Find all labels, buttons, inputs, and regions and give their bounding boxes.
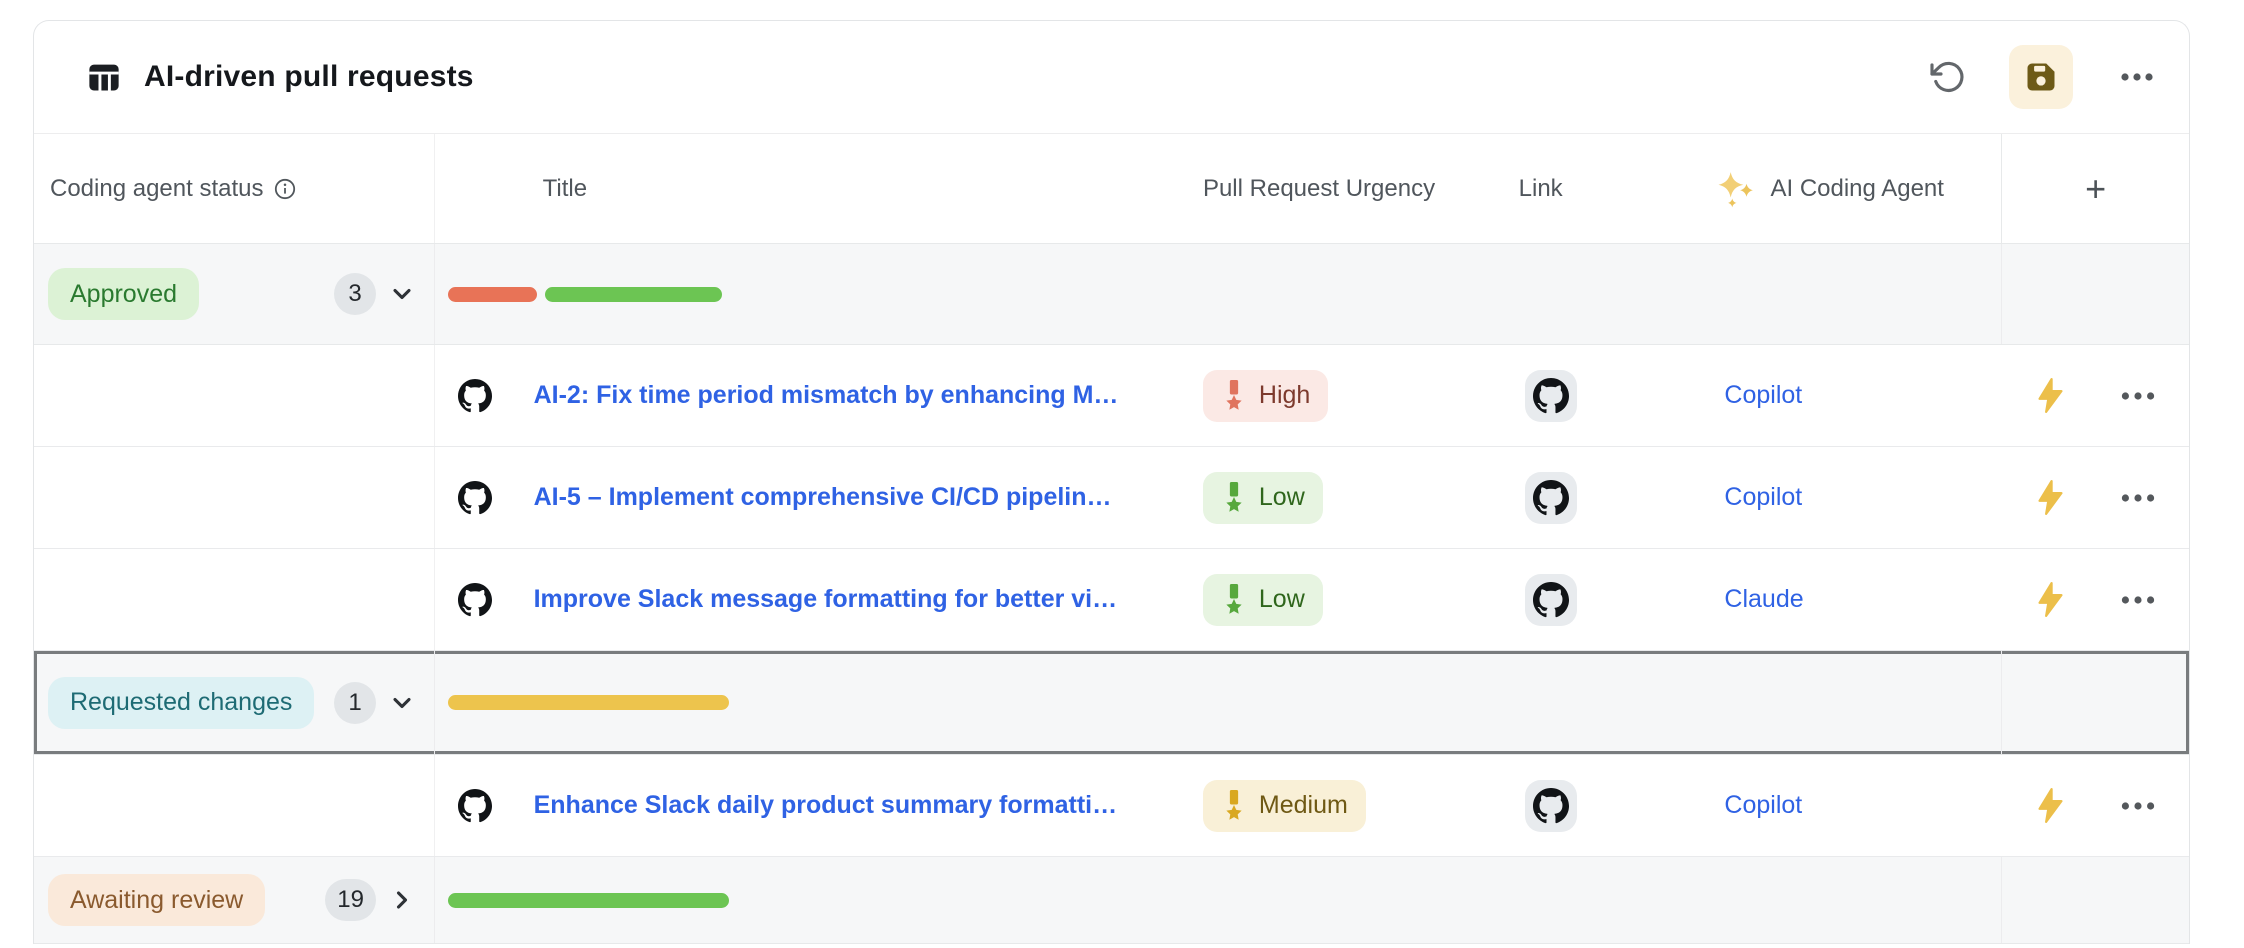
table-widget-card: AI-driven pull requests [33,20,2190,944]
medal-icon [1226,482,1242,512]
run-automation-button[interactable] [2037,480,2064,515]
urgency-label: Low [1258,585,1305,613]
save-button[interactable] [2009,45,2073,109]
table-row: AI-2: Fix time period mismatch by enhanc… [34,345,2189,447]
lightning-icon [2038,378,2063,413]
column-header-urgency[interactable]: Pull Request Urgency [1190,134,1505,243]
column-header-link[interactable]: Link [1505,134,1713,243]
column-header-status-label: Coding agent status [50,174,264,202]
column-header-status[interactable]: Coding agent status [34,134,435,243]
agent-link[interactable]: Claude [1724,585,1804,613]
github-icon [457,788,492,822]
undo-button[interactable] [1929,59,1965,95]
medal-icon [1226,790,1242,820]
sparkles-icon [1718,171,1754,207]
info-icon[interactable] [273,177,297,201]
urgency-label: Low [1258,483,1305,511]
row-more-button[interactable] [2117,375,2159,417]
agent-link[interactable]: Copilot [1724,483,1803,511]
row-more-button[interactable] [2117,579,2159,621]
table-icon [86,59,122,95]
run-automation-button[interactable] [2037,788,2064,823]
github-icon [1532,479,1569,515]
github-icon [457,480,492,514]
github-link-button[interactable] [1524,573,1577,626]
chevron-down-icon[interactable] [388,689,416,717]
lightning-icon [2038,582,2063,617]
urgency-summary-bars [448,286,722,302]
chevron-right-icon[interactable] [388,886,416,914]
pr-title-link[interactable]: Enhance Slack daily product summary form… [533,791,1118,819]
bar-medium [448,695,729,710]
urgency-label: Medium [1258,791,1348,819]
urgency-badge-low[interactable]: Low [1202,471,1323,524]
table-row: Improve Slack message formatting for bet… [34,549,2189,651]
group-row-approved[interactable]: Approved 3 [34,244,2189,345]
github-link-button[interactable] [1524,779,1577,832]
ellipsis-icon [2121,801,2155,810]
agent-link[interactable]: Copilot [1724,381,1803,409]
github-link-button[interactable] [1524,471,1577,524]
column-header-row: Coding agent status Title Pull Request U… [34,134,2189,244]
github-icon [457,378,492,412]
ellipsis-icon [2121,493,2155,502]
group-count-badge: 3 [334,273,376,315]
plus-icon: + [2085,167,2107,209]
group-count-badge: 1 [334,681,376,724]
bar-high [448,286,537,302]
table-row: Enhance Slack daily product summary form… [34,755,2189,857]
urgency-summary-bars [448,892,729,908]
pr-title-link[interactable]: AI-2: Fix time period mismatch by enhanc… [533,381,1119,409]
medal-icon [1226,584,1242,614]
bar-low [448,892,729,908]
urgency-badge-high[interactable]: High [1202,369,1329,422]
urgency-badge-medium[interactable]: Medium [1202,779,1366,832]
github-link-button[interactable] [1524,369,1577,422]
urgency-summary-bars [448,695,729,710]
group-status-pill[interactable]: Requested changes [48,676,315,729]
widget-title-bar: AI-driven pull requests [34,21,2189,134]
save-icon [2027,63,2055,91]
github-icon [1532,581,1569,617]
ellipsis-icon [2121,595,2155,604]
table-row: AI-5 – Implement comprehensive CI/CD pip… [34,447,2189,549]
urgency-badge-low[interactable]: Low [1202,573,1323,626]
column-header-agent-label: AI Coding Agent [1770,174,1944,202]
bar-low [545,286,722,302]
chevron-down-icon[interactable] [388,280,416,308]
add-column-button[interactable]: + [2001,134,2189,243]
group-status-pill[interactable]: Approved [48,268,200,320]
more-options-button[interactable] [2117,57,2157,97]
run-automation-button[interactable] [2037,582,2064,617]
urgency-label: High [1258,381,1311,409]
column-header-agent[interactable]: AI Coding Agent [1712,134,2001,243]
column-header-link-label: Link [1518,174,1563,202]
row-more-button[interactable] [2117,477,2159,519]
ellipsis-icon [2121,391,2155,400]
medal-icon [1226,380,1242,410]
agent-link[interactable]: Copilot [1724,791,1803,819]
column-header-urgency-label: Pull Request Urgency [1202,174,1436,202]
undo-icon [1930,61,1964,92]
pr-title-link[interactable]: AI-5 – Implement comprehensive CI/CD pip… [533,483,1112,511]
github-icon [1532,787,1569,823]
group-count-badge: 19 [325,879,376,921]
lightning-icon [2038,480,2063,515]
group-row-requested-changes[interactable]: Requested changes 1 [34,651,2189,755]
lightning-icon [2038,788,2063,823]
run-automation-button[interactable] [2037,378,2064,413]
github-icon [1532,377,1569,413]
column-header-title-label: Title [542,174,588,202]
toolbar [1929,45,2157,109]
github-icon [457,582,492,616]
column-header-title[interactable]: Title [435,134,1190,243]
pr-title-link[interactable]: Improve Slack message formatting for bet… [533,585,1118,613]
group-row-awaiting-review[interactable]: Awaiting review 19 [34,857,2189,944]
page-title: AI-driven pull requests [144,60,474,93]
group-status-pill[interactable]: Awaiting review [48,874,266,926]
ellipsis-icon [2121,73,2153,81]
row-more-button[interactable] [2117,785,2159,827]
